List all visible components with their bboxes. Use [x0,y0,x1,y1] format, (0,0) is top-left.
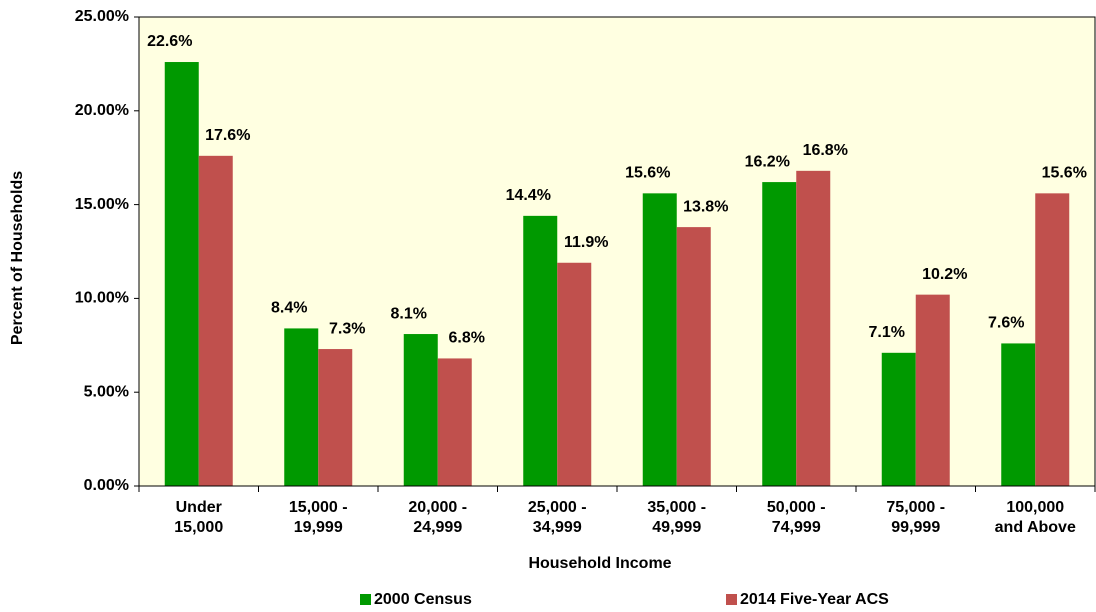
bar [284,328,319,486]
data-label: 6.8% [449,330,485,347]
bar [403,334,438,486]
bar [881,352,916,486]
bar [198,155,233,486]
x-axis-title: Household Income [528,555,671,572]
y-tick-label: 20.00% [75,102,129,119]
data-label: 8.1% [391,305,427,322]
bar [1035,193,1070,486]
data-label: 11.9% [564,234,608,251]
x-tick-label: 50,000 - 74,999 [766,499,826,536]
bar [318,349,353,486]
legend-label: 2000 Census [374,591,472,608]
legend-swatch [726,594,737,605]
x-tick-label: 25,000 - 34,999 [527,499,587,536]
bar [762,182,797,486]
bar [557,262,592,486]
x-tick-label: 75,000 - 99,999 [886,499,946,536]
y-tick-label: 15.00% [75,196,129,213]
data-label: 15.6% [1042,165,1087,182]
bar [523,215,558,486]
legend-swatch [360,594,371,605]
legend-label: 2014 Five-Year ACS [740,591,889,608]
x-tick-label: 15,000 - 19,999 [288,499,348,536]
y-axis-title: Percent of Households [9,171,26,345]
y-tick-label: 0.00% [84,477,129,494]
bar [676,227,711,486]
data-label: 7.3% [329,320,365,337]
bar [915,294,950,486]
data-label: 16.2% [745,153,790,170]
y-tick-label: 25.00% [75,8,129,25]
bar [164,62,199,487]
bar [1001,343,1036,486]
data-label: 14.4% [506,187,551,204]
x-tick-label: 100,000 and Above [994,499,1076,536]
data-label: 17.6% [205,127,250,144]
data-label: 22.6% [147,33,192,50]
plot-area [138,16,1096,487]
x-tick-label: 20,000 - 24,999 [408,499,468,536]
data-label: 15.6% [625,165,670,182]
data-label: 7.1% [869,324,905,341]
data-label: 16.8% [803,142,848,159]
bar [642,193,677,486]
data-label: 7.6% [988,315,1024,332]
y-tick-label: 10.00% [75,290,129,307]
bar [437,358,472,486]
x-tick-label: Under 15,000 [174,499,224,536]
x-tick-label: 35,000 - 49,999 [647,499,707,536]
bar [796,170,831,486]
data-label: 8.4% [271,300,307,317]
y-tick-label: 5.00% [84,383,129,400]
data-label: 13.8% [683,198,728,215]
data-label: 10.2% [922,266,967,283]
